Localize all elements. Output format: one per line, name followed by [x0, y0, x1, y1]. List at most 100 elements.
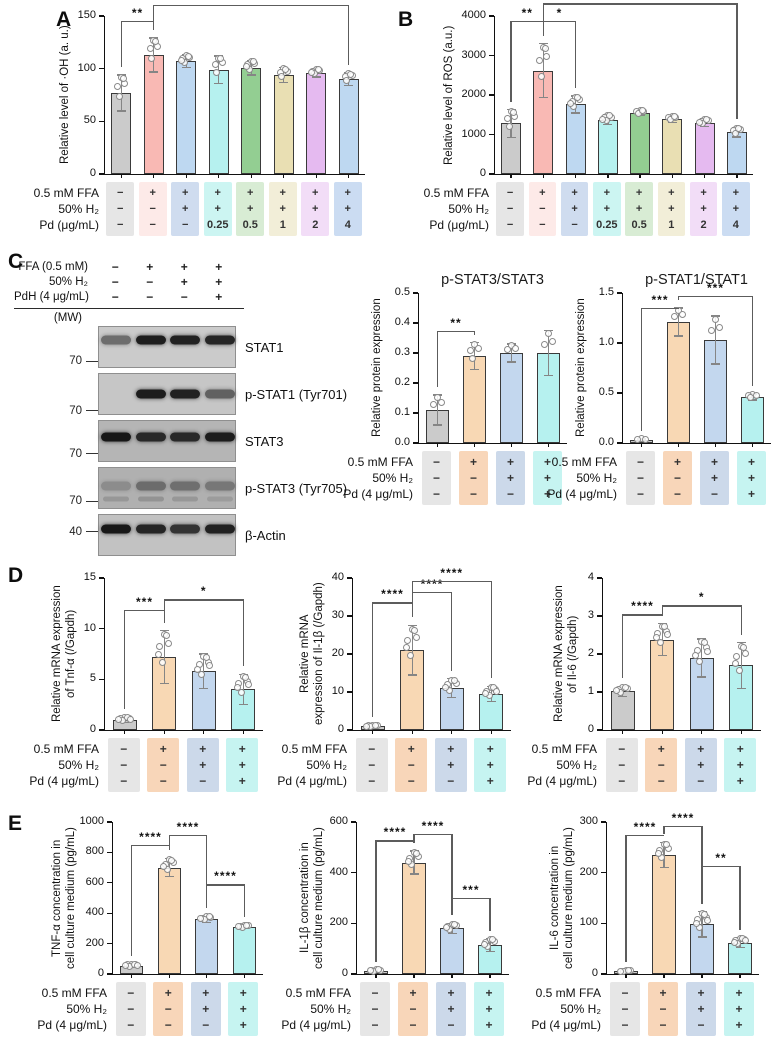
error-bar-cap [433, 424, 442, 426]
y-tick-label: 600 [329, 815, 348, 827]
data-point [363, 722, 371, 730]
bar [208, 69, 229, 174]
data-point [242, 63, 250, 71]
y-tick-label: 0.0 [598, 436, 614, 448]
plot-area: *** *** [622, 281, 771, 447]
y-tick-mark [347, 577, 352, 579]
y-tick-label: 3000 [461, 48, 486, 61]
protein-band-faint [103, 496, 130, 502]
error-bar [714, 316, 717, 364]
error-bar [701, 638, 703, 677]
sig-bracket-drop [542, 3, 545, 36]
sig-stars: **** [440, 566, 464, 581]
blot-strip-row: 40 β-Actin [14, 514, 347, 556]
mw-col: 70 [14, 467, 98, 509]
x-tick-mark [375, 974, 377, 978]
data-point [735, 666, 743, 674]
bar [195, 919, 219, 974]
condition-column: + − − [147, 738, 180, 792]
data-point [343, 77, 351, 85]
bar [157, 867, 181, 974]
sig-stars: *** [651, 293, 669, 307]
bar [306, 72, 327, 174]
data-point [541, 45, 549, 53]
data-point [114, 82, 122, 90]
x-tick-mark [542, 174, 545, 178]
y-tick-mark [413, 352, 418, 354]
x-tick-mark [671, 174, 674, 178]
data-point [488, 936, 496, 944]
plot-area: **** **** **** [352, 566, 511, 734]
chart-c-pstat3-stat3: p-STAT3/STAT3 Relative protein expression… [343, 272, 567, 507]
sig-stars: ** [450, 315, 462, 330]
y-tick-label: 200 [329, 916, 348, 929]
protein-band [170, 335, 201, 345]
y-tick-label: 0.1 [394, 406, 410, 418]
sig-bracket-line [376, 840, 414, 842]
x-tick-mark [607, 174, 609, 178]
y-axis-label: IL-6 concentration in cell culture mediu… [549, 827, 575, 969]
y-tick-mark [489, 94, 494, 96]
protein-band-faint [206, 496, 233, 502]
error-bar-cap [735, 946, 745, 949]
data-point [404, 637, 412, 645]
y-tick-label: 0 [479, 167, 486, 179]
y-axis: 0 50 100 150 [74, 9, 104, 179]
condition-column: + + 0.25 [593, 182, 621, 236]
protein-band [135, 524, 166, 534]
y-tick-label: 150 [77, 9, 96, 21]
condition-column: + + − [685, 982, 717, 1036]
mw-marker: 70 [69, 495, 98, 507]
error-bar-cap [544, 374, 553, 377]
y-tick-label: 2 [587, 647, 594, 659]
data-point [574, 93, 582, 101]
data-point [712, 316, 719, 324]
condition-columns: − − − + − − + + − + + 0.25 + + 0.5 + + 1 + + 2… [494, 182, 752, 236]
sig-stars: *** [706, 281, 725, 295]
y-tick-label: 0 [97, 967, 104, 979]
data-point [442, 924, 450, 932]
condition-table: 0.5 mM FFA 50% H₂ Pd (4 μg/mL) − − − + − −… [343, 451, 566, 507]
data-point [429, 400, 437, 408]
y-tick-mark [99, 120, 104, 122]
sig-bracket-line [372, 602, 413, 604]
error-bar [120, 75, 122, 111]
error-bar-cap [159, 630, 169, 632]
mw-dash [86, 530, 98, 533]
mw-value: 40 [69, 525, 82, 538]
data-point [450, 677, 458, 685]
y-tick-mark [99, 173, 104, 175]
y-tick-mark [597, 615, 602, 617]
blot-header-labels: FFA (0.5 mM) 50% H₂ PdH (4 μg/mL) [14, 261, 90, 303]
x-tick-mark [740, 730, 742, 734]
blot-band-label: p-STAT3 (Tyr705) [245, 480, 348, 496]
data-point [371, 721, 379, 729]
chart-body: Relative mRNA expression of Tnf-α (/Gapd… [50, 571, 263, 735]
data-point [656, 639, 664, 647]
mw-marker: 40 [69, 526, 98, 538]
chart-d-tnfa-mrna: Relative mRNA expression of Tnf-α (/Gapd… [29, 571, 263, 794]
error-bar-cap [202, 921, 212, 924]
condition-columns: − − − + − − + + − + + + [112, 982, 262, 1036]
x-tick-mark [661, 730, 663, 734]
bar [241, 67, 262, 174]
condition-column: − − − [609, 982, 641, 1036]
condition-column: − − − [115, 982, 146, 1036]
sig-bracket-line [164, 599, 244, 601]
y-tick-label: 5 [89, 672, 96, 685]
data-point [703, 916, 711, 924]
error-bar-cap [238, 703, 248, 706]
data-point [642, 435, 650, 443]
protein-band-faint [137, 496, 164, 502]
condition-column: + − − [138, 182, 167, 236]
bar [726, 132, 747, 174]
condition-table: 0.5 mM FFA 50% H₂ Pd (4 μg/mL) − − − + − −… [531, 982, 758, 1038]
x-tick-mark [185, 174, 187, 178]
error-bar-cap [657, 654, 667, 657]
data-point [567, 100, 575, 108]
data-point [119, 74, 127, 82]
x-tick-mark [510, 174, 512, 178]
sig-bracket-drop [413, 834, 415, 844]
y-tick-label: 0.3 [394, 346, 410, 358]
data-point [243, 921, 251, 929]
